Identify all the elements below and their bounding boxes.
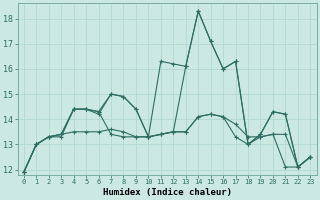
X-axis label: Humidex (Indice chaleur): Humidex (Indice chaleur)	[103, 188, 232, 197]
